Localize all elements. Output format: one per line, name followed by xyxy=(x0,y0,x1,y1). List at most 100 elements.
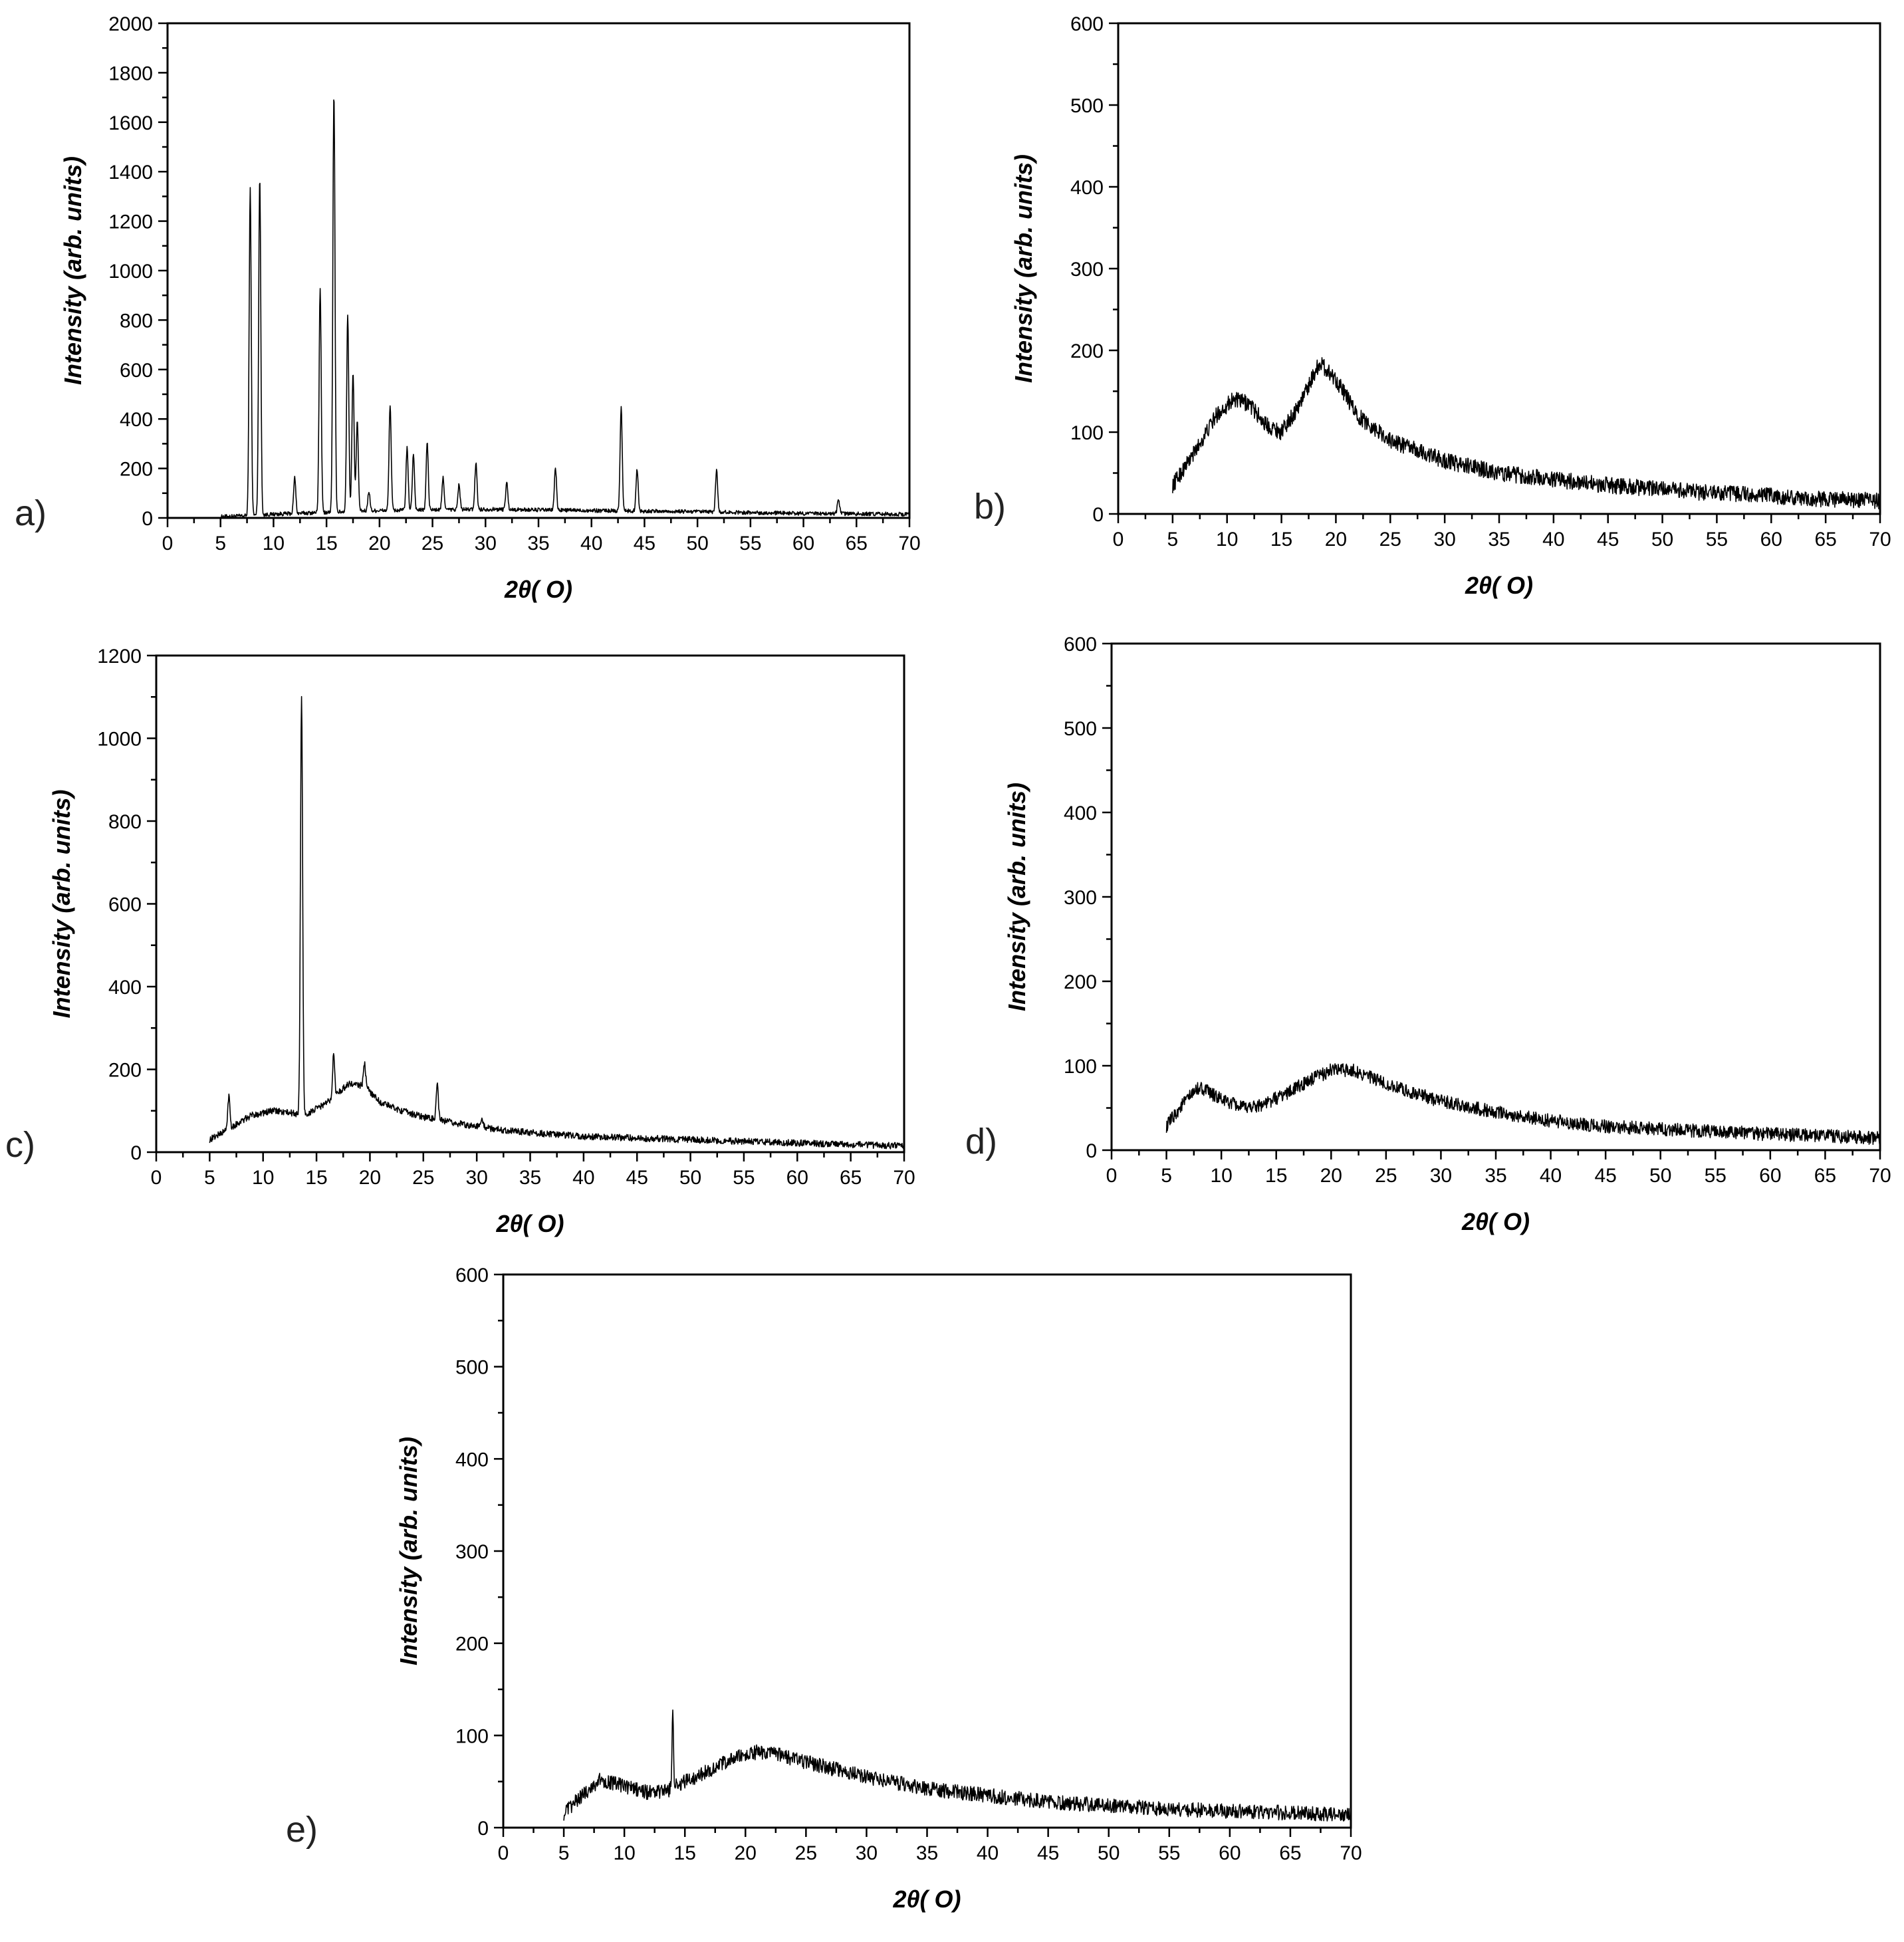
y-tick-label: 400 xyxy=(1070,177,1104,199)
x-tick-label: 15 xyxy=(305,1167,327,1189)
x-tick-label: 50 xyxy=(1098,1842,1120,1864)
y-tick-label: 500 xyxy=(455,1357,489,1379)
x-tick-label: 25 xyxy=(1379,529,1401,550)
y-tick-label: 2000 xyxy=(108,13,153,35)
y-tick-label: 200 xyxy=(120,459,153,481)
x-tick-label: 65 xyxy=(1814,1165,1836,1187)
y-tick-label: 0 xyxy=(1086,1140,1097,1162)
y-tick-label: 100 xyxy=(1070,422,1104,444)
x-axis-label: 2θ( O) xyxy=(504,576,572,603)
y-tick-label: 0 xyxy=(130,1142,142,1164)
plot-frame xyxy=(502,1273,1352,1829)
x-tick-label: 20 xyxy=(1325,529,1347,550)
x-tick-label: 45 xyxy=(1597,529,1619,550)
xrd-trace xyxy=(209,695,905,1150)
x-axis-label: 2θ( O) xyxy=(495,1210,564,1237)
y-tick-label: 500 xyxy=(1070,95,1104,117)
y-tick-label: 1400 xyxy=(108,162,153,183)
x-tick-label: 50 xyxy=(686,533,708,554)
x-tick-label: 15 xyxy=(1270,529,1292,550)
x-tick-label: 55 xyxy=(1706,529,1728,550)
x-tick-label: 50 xyxy=(679,1167,701,1189)
x-tick-label: 60 xyxy=(792,533,814,554)
x-tick-label: 65 xyxy=(846,533,868,554)
xrd-trace xyxy=(1172,357,1881,510)
x-tick-label: 40 xyxy=(1540,1165,1562,1187)
x-tick-label: 10 xyxy=(1210,1165,1232,1187)
plot-frame xyxy=(1110,642,1881,1152)
panel-a: 0 5 10 15 20 25 30 35 40 45 50 55 60 65 70 0 200 400 600 80… xyxy=(15,13,921,603)
y-tick-label: 300 xyxy=(455,1541,489,1563)
y-tick-label: 1800 xyxy=(108,62,153,84)
panel-e: 0 5 10 15 20 25 30 35 40 45 50 55 60 65 70 0 100 200 300 40… xyxy=(286,1265,1362,1913)
y-tick-label: 0 xyxy=(142,508,153,530)
x-tick-label: 35 xyxy=(916,1842,938,1864)
x-tick-label: 30 xyxy=(1430,1165,1452,1187)
x-tick-label: 10 xyxy=(1216,529,1238,550)
x-tick-label: 10 xyxy=(252,1167,274,1189)
y-tick-label: 400 xyxy=(455,1449,489,1471)
x-tick-label: 65 xyxy=(840,1167,862,1189)
y-axis-label: Intensity (arb. units) xyxy=(1010,154,1037,383)
x-tick-label: 70 xyxy=(1869,529,1891,550)
x-tick-label: 40 xyxy=(977,1842,999,1864)
x-axis-label: 2θ( O) xyxy=(1461,1208,1530,1235)
y-tick-label: 1200 xyxy=(108,211,153,233)
xrd-trace xyxy=(1165,1063,1881,1146)
x-tick-label: 65 xyxy=(1279,1842,1301,1864)
y-axis-label: Intensity (arb. units) xyxy=(395,1437,422,1665)
y-tick-label: 300 xyxy=(1070,259,1104,281)
x-axis-label: 2θ( O) xyxy=(892,1885,961,1913)
x-tick-label: 70 xyxy=(1869,1165,1891,1187)
y-tick-label: 0 xyxy=(477,1818,489,1840)
x-tick-label: 45 xyxy=(1594,1165,1616,1187)
x-tick-label: 70 xyxy=(893,1167,915,1189)
y-axis-label: Intensity (arb. units) xyxy=(48,789,75,1018)
y-axis-label: Intensity (arb. units) xyxy=(1003,783,1030,1011)
x-tick-label: 30 xyxy=(1433,529,1455,550)
panel-label: e) xyxy=(286,1810,318,1850)
x-tick-label: 55 xyxy=(733,1167,755,1189)
x-tick-label: 50 xyxy=(1651,529,1673,550)
x-tick-label: 5 xyxy=(558,1842,570,1864)
x-tick-label: 0 xyxy=(498,1842,509,1864)
y-tick-label: 0 xyxy=(1092,504,1104,526)
y-tick-label: 100 xyxy=(455,1725,489,1747)
x-tick-label: 70 xyxy=(1340,1842,1362,1864)
x-tick-label: 45 xyxy=(626,1167,648,1189)
panel-label: d) xyxy=(965,1122,997,1161)
x-tick-label: 15 xyxy=(1265,1165,1287,1187)
plot-frame xyxy=(155,654,905,1153)
x-tick-label: 45 xyxy=(1037,1842,1059,1864)
y-tick-label: 400 xyxy=(1064,802,1097,824)
panel-d: 0 5 10 15 20 25 30 35 40 45 50 55 60 65 70 0 100 200 300 40… xyxy=(965,634,1891,1235)
x-tick-label: 65 xyxy=(1814,529,1836,550)
x-tick-label: 20 xyxy=(359,1167,381,1189)
x-tick-label: 10 xyxy=(263,533,285,554)
x-tick-label: 60 xyxy=(1219,1842,1241,1864)
y-tick-label: 1000 xyxy=(97,729,142,751)
y-tick-label: 400 xyxy=(120,409,153,431)
y-tick-label: 600 xyxy=(1070,13,1104,35)
x-tick-label: 5 xyxy=(1161,1165,1172,1187)
y-tick-label: 200 xyxy=(1064,971,1097,993)
plot-frame xyxy=(1117,22,1881,515)
x-tick-label: 45 xyxy=(634,533,655,554)
xrd-trace xyxy=(563,1709,1352,1822)
plot-frame xyxy=(166,22,911,519)
x-tick-label: 0 xyxy=(151,1167,162,1189)
x-tick-label: 20 xyxy=(1320,1165,1342,1187)
y-tick-label: 600 xyxy=(1064,634,1097,656)
x-tick-label: 40 xyxy=(572,1167,594,1189)
y-tick-label: 1600 xyxy=(108,112,153,134)
y-tick-label: 200 xyxy=(1070,340,1104,362)
x-tick-label: 60 xyxy=(786,1167,808,1189)
x-tick-label: 0 xyxy=(162,533,174,554)
x-tick-label: 35 xyxy=(1485,1165,1506,1187)
x-tick-label: 30 xyxy=(856,1842,878,1864)
panel-c: 0 5 10 15 20 25 30 35 40 45 50 55 60 65 70 0 200 400 600 80… xyxy=(5,646,915,1237)
x-tick-label: 15 xyxy=(674,1842,696,1864)
x-tick-label: 0 xyxy=(1113,529,1124,550)
x-tick-label: 55 xyxy=(739,533,761,554)
